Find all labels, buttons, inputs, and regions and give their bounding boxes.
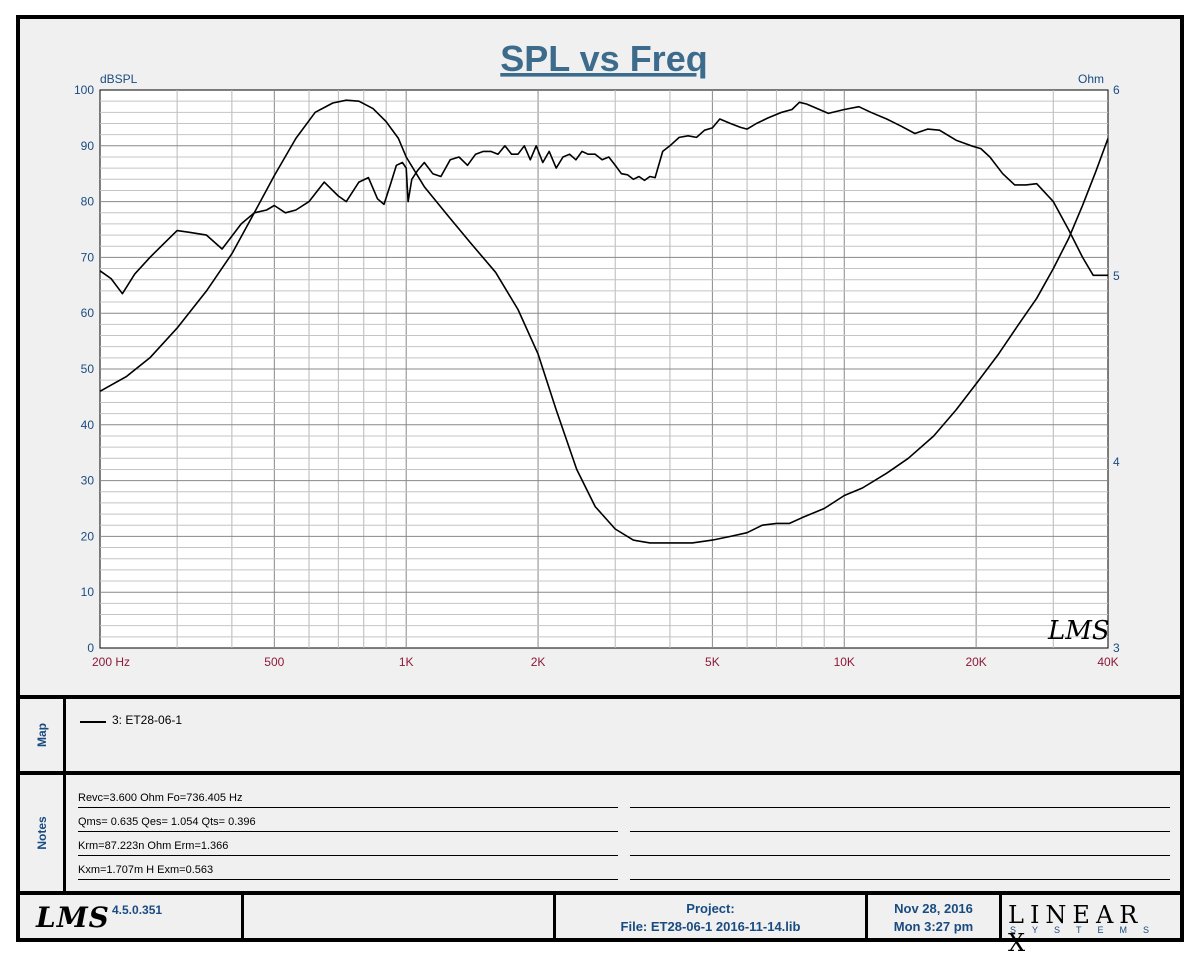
linearx-logo: LINEAR X SYSTEMS [1008, 901, 1166, 957]
x-tick-label: 1K [399, 655, 414, 669]
x-tick-label: 5K [705, 655, 720, 669]
y-tick-label-right: 3 [1113, 641, 1120, 655]
y-tick-label-left: 100 [74, 83, 94, 97]
project-label: Project: [686, 901, 735, 916]
x-tick-label: 10K [834, 655, 855, 669]
lms-window: SPL vs Freq dBSPL Ohm 200 Hz 500 1K 2K 5K 10K… [16, 15, 1184, 957]
y-tick-label-left: 20 [81, 529, 95, 543]
note-line-empty[interactable] [630, 863, 1170, 880]
legend-swatch [80, 721, 106, 723]
y-tick-label-left: 90 [81, 139, 95, 153]
y-axis-right-label: Ohm [1078, 72, 1104, 86]
spl-series-line [99, 101, 1108, 295]
lms-watermark: LMS [1047, 616, 1110, 646]
notes-panel: Notes Revc=3.600 Ohm Fo=736.405 Hz Qms= … [20, 775, 1180, 891]
divider [20, 695, 1180, 699]
map-side-label: Map [20, 699, 66, 771]
x-tick-label: 500 [264, 655, 284, 669]
spl-chart: SPL vs Freq dBSPL Ohm 200 Hz 500 1K 2K 5K 10K… [74, 38, 1120, 669]
date-cell: Nov 28, 2016 Mon 3:27 pm [868, 895, 1002, 942]
x-tick-label: 20K [965, 655, 986, 669]
impedance-series-line [99, 99, 1109, 544]
note-line[interactable]: Revc=3.600 Ohm Fo=736.405 Hz [78, 791, 618, 808]
note-line-empty[interactable] [630, 791, 1170, 808]
y-tick-label-left: 40 [81, 418, 95, 432]
footer-panel: LMS 4.5.0.351 Project: File: ET28-06-1 2… [20, 895, 1180, 957]
x-tick-label: 200 Hz [92, 655, 130, 669]
y-tick-label-right: 6 [1113, 83, 1120, 97]
y-tick-label-left: 30 [81, 474, 95, 488]
project-file: File: ET28-06-1 2016-11-14.lib [620, 919, 801, 934]
series-layer [99, 99, 1109, 544]
y-tick-label-left: 50 [81, 362, 95, 376]
x-tick-label: 2K [531, 655, 546, 669]
notes-side-label: Notes [20, 775, 66, 891]
date-text: Nov 28, 2016 [894, 901, 973, 916]
map-panel: Map 3: ET28-06-1 [20, 699, 1180, 771]
note-line-empty[interactable] [630, 839, 1170, 856]
y-tick-label-left: 60 [81, 306, 95, 320]
divider [20, 891, 1180, 895]
y-tick-label-right: 5 [1113, 269, 1120, 283]
y-axis-left-label: dBSPL [100, 72, 138, 86]
y-tick-label-left: 10 [81, 585, 95, 599]
y-tick-label-left: 0 [87, 641, 94, 655]
note-line[interactable]: Qms= 0.635 Qes= 1.054 Qts= 0.396 [78, 815, 618, 832]
time-text: Mon 3:27 pm [893, 919, 974, 934]
note-line[interactable]: Krm=87.223n Ohm Erm=1.366 [78, 839, 618, 856]
blank-cell [244, 895, 556, 942]
legend-entry[interactable]: 3: ET28-06-1 [112, 713, 183, 727]
chart-title: SPL vs Freq [500, 38, 707, 79]
note-line[interactable]: Kxm=1.707m H Exm=0.563 [78, 863, 618, 880]
chart-panel: SPL vs Freq dBSPL Ohm 200 Hz 500 1K 2K 5K 10K… [20, 19, 1180, 695]
x-tick-label: 40K [1097, 655, 1118, 669]
grid [100, 90, 1108, 648]
divider [20, 771, 1180, 775]
version-cell: LMS 4.5.0.351 [20, 895, 244, 942]
lms-logo: LMS [36, 901, 110, 934]
y-tick-label-right: 4 [1113, 455, 1120, 469]
version-text: 4.5.0.351 [112, 903, 163, 917]
y-tick-label-left: 80 [81, 195, 95, 209]
note-line-empty[interactable] [630, 815, 1170, 832]
tick-labels: 200 Hz 500 1K 2K 5K 10K 20K 40K 0 10 20 30 40 50 60 70 8… [74, 83, 1120, 669]
project-cell: Project: File: ET28-06-1 2016-11-14.lib [556, 895, 868, 942]
y-tick-label-left: 70 [81, 250, 95, 264]
